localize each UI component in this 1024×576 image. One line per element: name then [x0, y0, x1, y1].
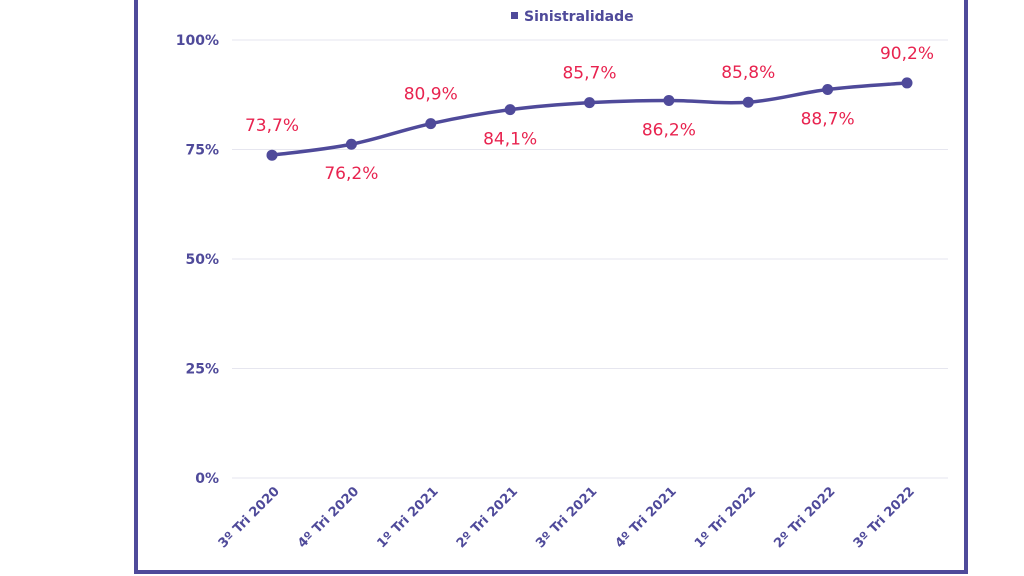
y-tick-label: 50%: [185, 252, 219, 268]
data-label: 86,2%: [642, 120, 696, 140]
x-tick-label: 1º Tri 2022: [692, 484, 759, 551]
x-tick-label: 3º Tri 2021: [533, 484, 600, 551]
x-tick-label: 3º Tri 2020: [216, 484, 283, 551]
data-point: [901, 77, 913, 89]
legend-label: Sinistralidade: [524, 9, 634, 25]
y-tick-label: 100%: [176, 33, 219, 49]
y-tick-label: 0%: [195, 471, 219, 487]
legend-swatch: [511, 12, 518, 19]
x-axis-ticks: 3º Tri 2020 4º Tri 2020 1º Tri 2021 2º Tri …: [216, 484, 918, 551]
y-tick-label: 25%: [185, 362, 219, 378]
data-point: [345, 138, 357, 150]
data-point: [584, 97, 595, 109]
data-point: [822, 83, 834, 95]
data-labels: 73,7% 76,2% 80,9% 84,1% 85,7% 86,2% 85,8% 88,7%…: [245, 44, 934, 184]
data-label: 88,7%: [801, 109, 855, 129]
data-point: [663, 94, 675, 106]
x-tick-label: 3º Tri 2022: [851, 484, 918, 551]
x-tick-label: 2º Tri 2021: [454, 484, 521, 551]
data-label: 76,2%: [324, 164, 378, 184]
data-label: 73,7%: [245, 116, 299, 136]
legend: Sinistralidade: [511, 9, 634, 25]
y-axis-ticks: 0% 25% 50% 75% 100%: [176, 33, 219, 487]
y-tick-label: 75%: [185, 143, 219, 159]
data-label: 84,1%: [483, 130, 537, 150]
x-tick-label: 4º Tri 2020: [295, 484, 362, 551]
data-label: 85,7%: [562, 64, 616, 84]
data-point: [504, 104, 516, 116]
chart-frame: [134, 0, 968, 574]
data-label: 80,9%: [404, 85, 458, 105]
data-label: 85,8%: [721, 63, 775, 83]
data-label: 90,2%: [880, 44, 934, 64]
data-points: [266, 77, 913, 161]
data-point: [425, 118, 437, 130]
x-tick-label: 4º Tri 2021: [613, 484, 680, 551]
x-tick-label: 1º Tri 2021: [374, 484, 441, 551]
data-point: [266, 149, 278, 161]
data-point: [742, 96, 754, 108]
x-tick-label: 2º Tri 2022: [771, 484, 838, 551]
